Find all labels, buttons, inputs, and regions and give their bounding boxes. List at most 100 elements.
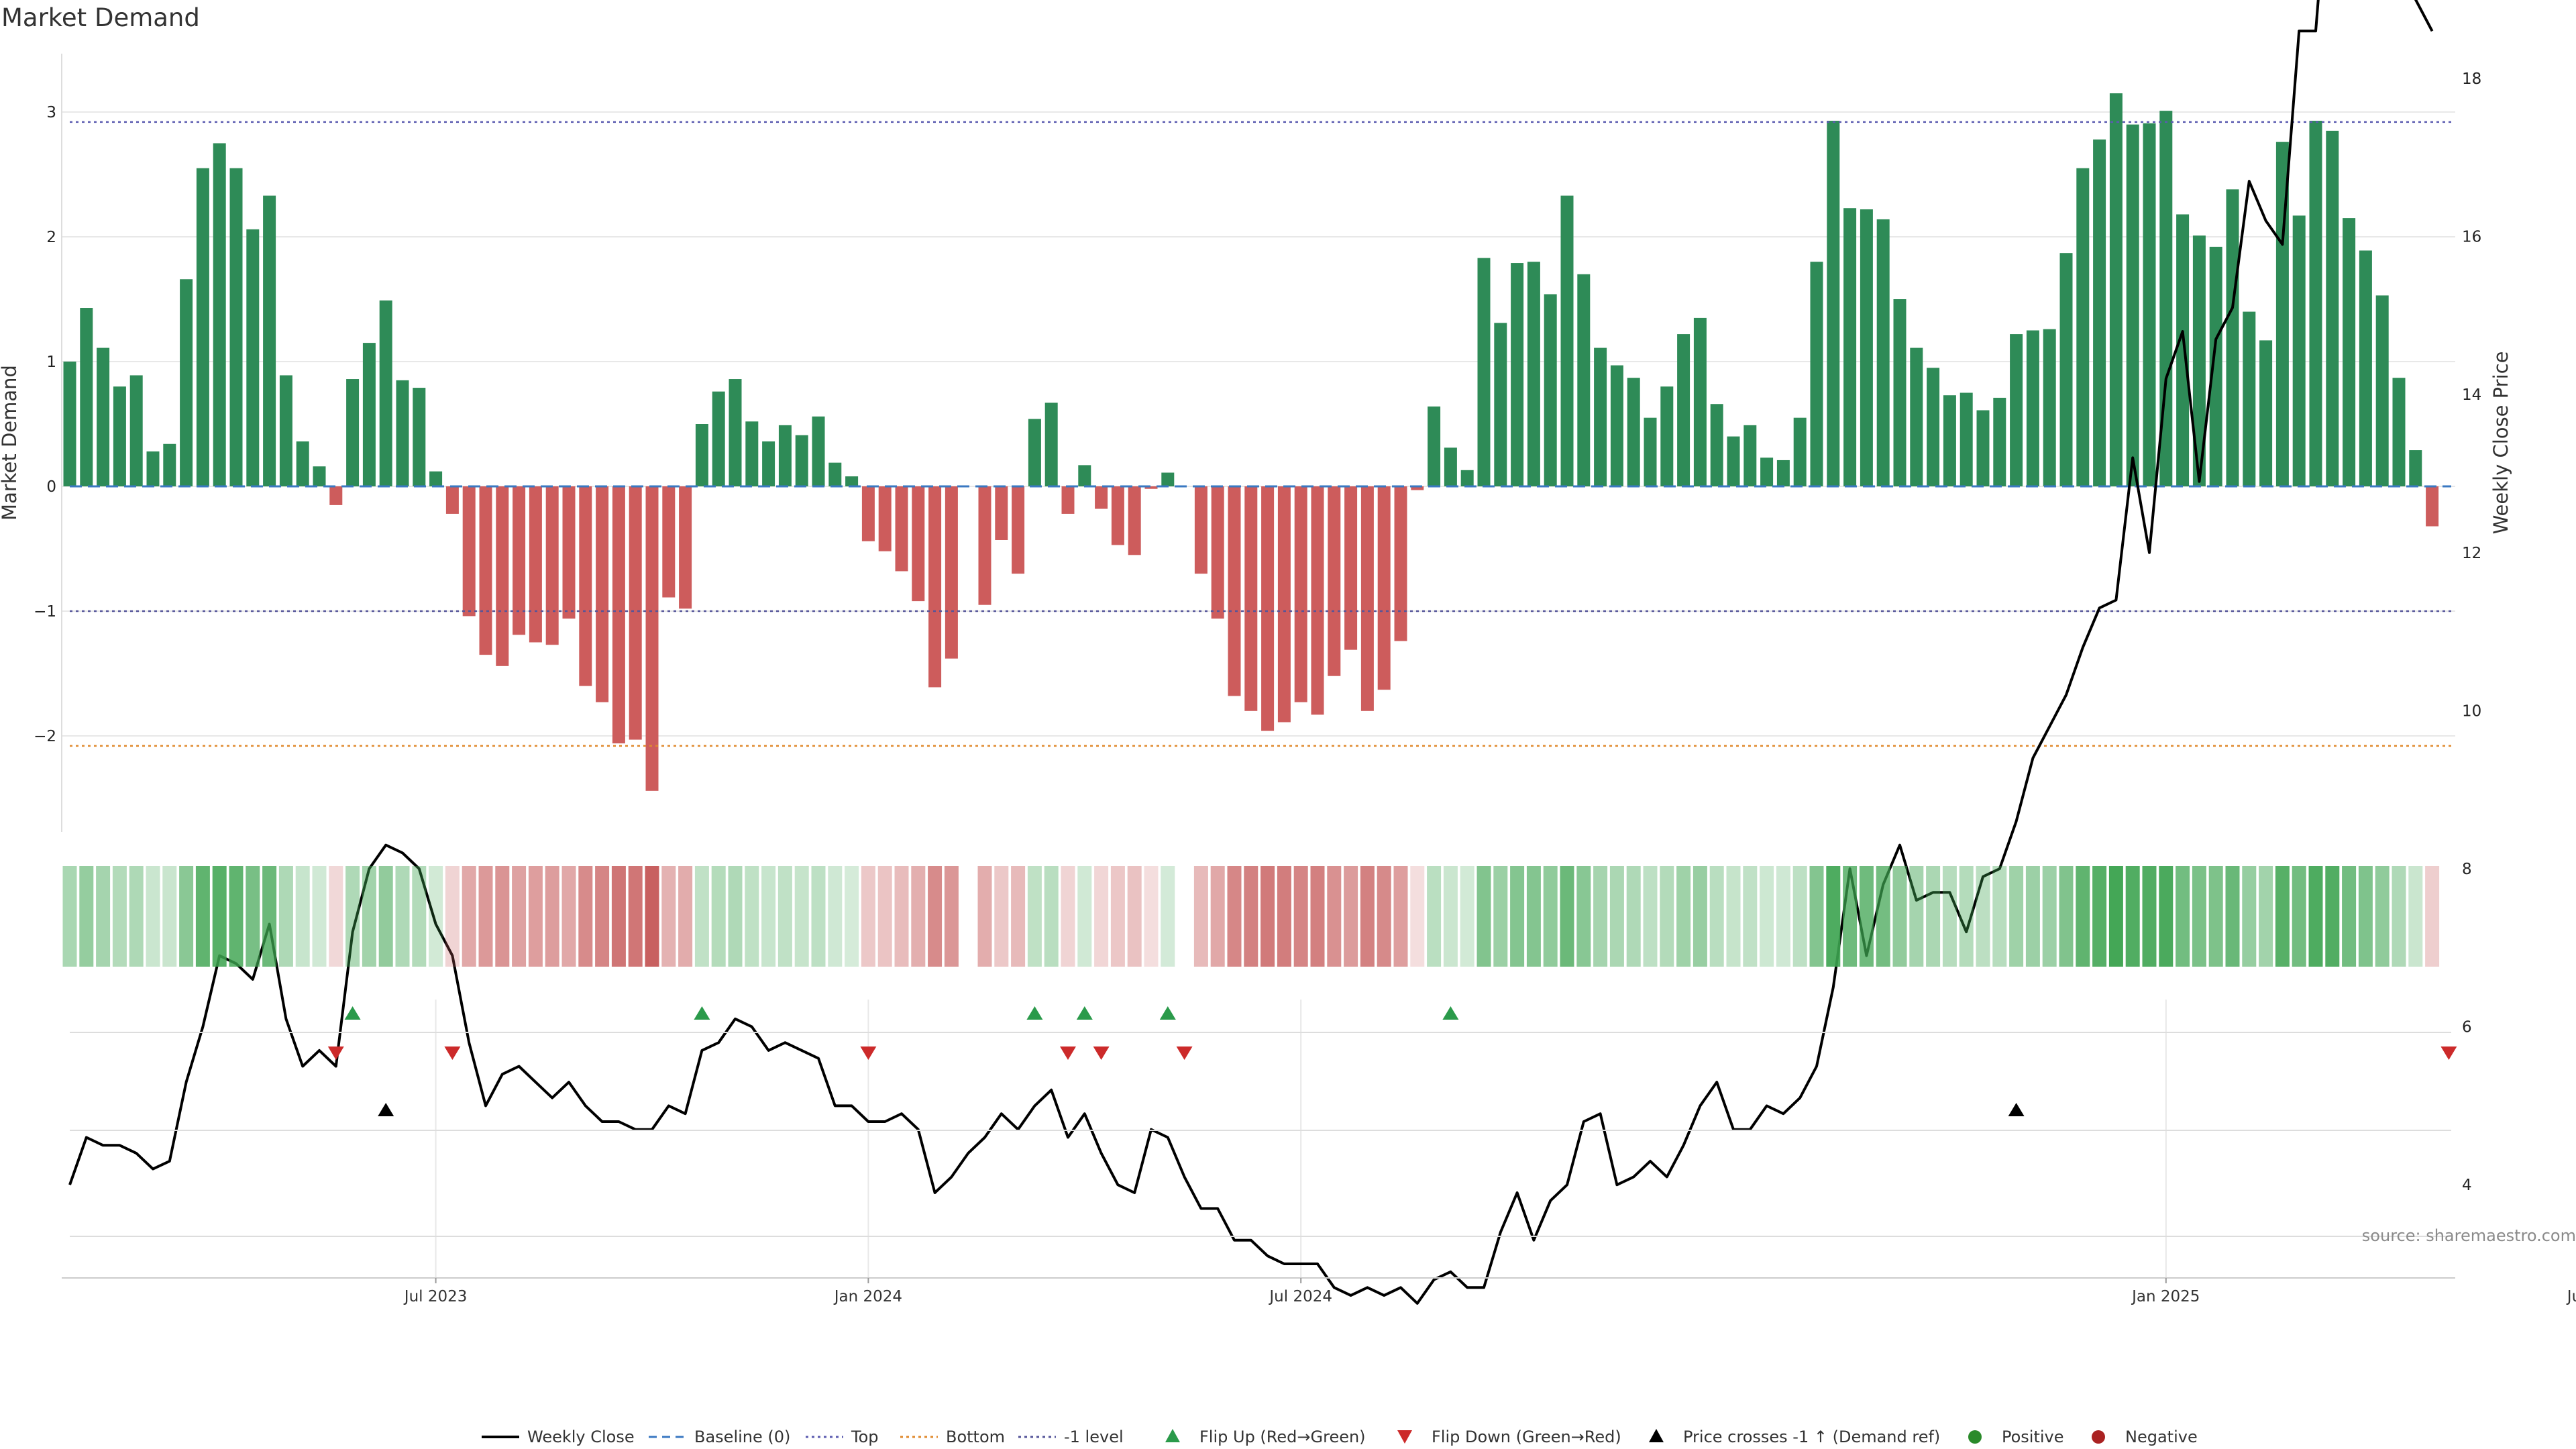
demand-bar: [1460, 470, 1474, 486]
demand-bar: [2109, 93, 2123, 487]
demand-bar: [2026, 330, 2039, 486]
demand-bar: [1061, 486, 1075, 514]
demand-bar: [579, 486, 592, 686]
demand-bar: [895, 486, 908, 572]
flip-down-marker: [860, 1046, 877, 1060]
demand-bar: [912, 486, 925, 602]
strip-cell: [628, 866, 643, 967]
demand-bar: [2143, 123, 2156, 487]
demand-bar: [1344, 486, 1358, 650]
strip-cell: [1443, 866, 1458, 967]
legend-label: Negative: [2125, 1428, 2198, 1446]
strip-cell: [262, 866, 277, 967]
strip-cell: [661, 866, 676, 967]
demand-bar: [313, 466, 326, 486]
x-tick-label: Jul 2025: [2566, 1288, 2576, 1305]
demand-bar: [1893, 299, 1907, 486]
demand-bar: [113, 386, 126, 486]
x-tick-label: Jan 2024: [833, 1288, 902, 1305]
demand-bar: [1560, 195, 1574, 486]
strip-cell: [1843, 866, 1858, 967]
legend: Weekly Close Baseline (0) Top Bottom -1 leve…: [482, 1428, 2198, 1446]
strip-cell: [2076, 866, 2090, 967]
strip-cell: [1643, 866, 1658, 967]
legend-label: Flip Down (Green→Red): [1432, 1428, 1621, 1446]
x-tick-label: Jul 2023: [403, 1288, 468, 1305]
strip-cell: [1260, 866, 1275, 967]
demand-bar: [1727, 436, 1740, 486]
strip-cell: [828, 866, 843, 967]
legend-swatch-triangle-up: [1649, 1429, 1664, 1442]
strip-cell: [894, 866, 909, 967]
strip-cell: [2392, 866, 2406, 967]
demand-bar: [1677, 334, 1690, 486]
legend-swatch-dot: [1968, 1430, 1982, 1444]
strip-cell: [229, 866, 244, 967]
strip-cell: [1344, 866, 1358, 967]
demand-bar: [2010, 334, 2023, 486]
demand-bar: [1078, 465, 1091, 486]
strip-cell: [1510, 866, 1525, 967]
strip-cell: [1876, 866, 1890, 967]
x-tick-label: Jan 2025: [2131, 1288, 2200, 1305]
demand-bar: [1993, 397, 2006, 486]
demand-bar: [612, 486, 625, 744]
demand-bar: [1876, 219, 1890, 486]
strip-cell: [345, 866, 360, 967]
flip-up-marker: [1442, 1006, 1459, 1020]
strip-cell: [2275, 866, 2290, 967]
strip-cell: [1460, 866, 1474, 967]
strip-cell: [1926, 866, 1941, 967]
strip-cell: [478, 866, 493, 967]
demand-bar: [2375, 295, 2389, 486]
demand-bar: [2076, 168, 2090, 486]
legend-item: Flip Down (Green→Red): [1397, 1428, 1621, 1446]
strip-cell: [2408, 866, 2423, 967]
strip-cell: [728, 866, 743, 967]
demand-bar: [2176, 214, 2190, 486]
legend-label: Price crosses -1 ↑ (Demand ref): [1683, 1428, 1940, 1446]
strip-cell: [2092, 866, 2107, 967]
left-tick-label: 2: [46, 229, 56, 246]
strip-cell: [2009, 866, 2024, 967]
strip-cell: [861, 866, 875, 967]
demand-bar: [513, 486, 526, 635]
strip-cell: [845, 866, 859, 967]
strip-cell: [645, 866, 659, 967]
strip-cell: [1743, 866, 1758, 967]
strip-cell: [1892, 866, 1907, 967]
demand-bar: [1776, 460, 1790, 486]
strip-cell: [1144, 866, 1159, 967]
strip-cell: [62, 866, 77, 967]
strip-cell: [429, 866, 443, 967]
demand-bar: [1610, 365, 1623, 486]
demand-bar: [2359, 250, 2372, 486]
strip-cell: [1477, 866, 1491, 967]
strip-cell: [2142, 866, 2157, 967]
demand-bar: [279, 375, 292, 486]
demand-bar: [462, 486, 476, 616]
strip-cell: [2425, 866, 2440, 967]
flip-down-marker: [1093, 1046, 1110, 1060]
strip-cell: [2192, 866, 2206, 967]
strip-cell: [2025, 866, 2040, 967]
demand-bar: [1743, 425, 1757, 486]
strip-cell: [195, 866, 210, 967]
strip-cell: [2292, 866, 2306, 967]
price-cross-marker: [2008, 1103, 2025, 1116]
strip-cell: [561, 866, 576, 967]
demand-bar: [1627, 378, 1640, 486]
demand-bar: [445, 486, 459, 514]
strip-cell: [1027, 866, 1042, 967]
demand-bar: [2259, 340, 2273, 486]
strip-cell: [329, 866, 343, 967]
flip-down-marker: [2440, 1046, 2457, 1060]
demand-bar: [1194, 486, 1208, 574]
legend-label: -1 level: [1064, 1428, 1124, 1446]
demand-bar: [762, 441, 775, 486]
demand-bar: [396, 380, 409, 486]
strip-cell: [1792, 866, 1807, 967]
demand-bar: [596, 486, 609, 702]
strip-cell: [1593, 866, 1608, 967]
